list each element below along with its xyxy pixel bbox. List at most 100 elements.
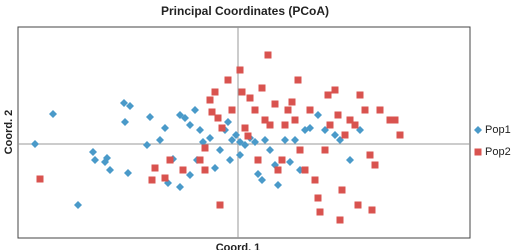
point (226, 156, 234, 164)
point (331, 131, 339, 139)
point (341, 131, 349, 139)
point (214, 114, 222, 122)
point (251, 138, 259, 146)
point (124, 169, 132, 177)
point (224, 76, 232, 84)
point (288, 98, 296, 106)
point (186, 121, 194, 129)
x-axis-label: Coord. 1 (216, 242, 261, 250)
point (196, 156, 204, 164)
point (186, 171, 194, 179)
point (338, 186, 346, 194)
chart-title: Principal Coordinates (PCoA) (161, 4, 329, 18)
point (281, 136, 289, 144)
point (211, 88, 219, 96)
point (241, 124, 249, 132)
plot-frame (17, 26, 471, 239)
point (143, 141, 151, 149)
point (301, 166, 309, 174)
point (261, 136, 269, 144)
point (106, 166, 114, 174)
point (196, 126, 204, 134)
point (346, 156, 354, 164)
point (278, 156, 286, 164)
point (161, 124, 169, 132)
point (146, 113, 154, 121)
point (366, 151, 374, 159)
point (324, 91, 332, 99)
point (321, 146, 329, 154)
point (368, 206, 376, 214)
point (356, 91, 364, 99)
point (224, 118, 232, 126)
point (232, 131, 240, 139)
point (126, 102, 134, 110)
point (286, 158, 294, 166)
point (181, 114, 189, 122)
point (258, 84, 266, 92)
point (376, 106, 384, 114)
legend-label: Pop2 (485, 146, 511, 158)
point (371, 161, 379, 169)
point (121, 118, 129, 126)
point (316, 208, 324, 216)
point (396, 131, 404, 139)
point (254, 156, 262, 164)
point (294, 76, 302, 84)
point (228, 136, 236, 144)
point (258, 176, 266, 184)
point (49, 110, 57, 118)
point (120, 99, 128, 107)
point (241, 141, 249, 149)
point (166, 156, 174, 164)
point (74, 201, 82, 209)
point (228, 106, 236, 114)
point (176, 183, 184, 191)
point (199, 138, 207, 146)
point (244, 132, 252, 140)
point (201, 166, 209, 174)
point (148, 176, 156, 184)
point (156, 136, 164, 144)
point (91, 156, 99, 164)
point (31, 140, 39, 148)
point (351, 121, 359, 129)
legend-marker (474, 148, 482, 156)
point (331, 86, 339, 94)
point (266, 146, 274, 154)
point (201, 144, 209, 152)
point (216, 201, 224, 209)
point (326, 121, 334, 129)
point (281, 121, 289, 129)
point (274, 181, 282, 189)
point (36, 175, 44, 183)
point (291, 136, 299, 144)
point (216, 146, 224, 154)
point (386, 116, 394, 124)
point (264, 51, 272, 59)
point (89, 148, 97, 156)
point (179, 166, 187, 174)
point (296, 146, 304, 154)
point (238, 88, 246, 96)
point (271, 100, 279, 108)
point (236, 66, 244, 74)
point (311, 176, 319, 184)
point (261, 116, 269, 124)
point (306, 124, 314, 132)
point (266, 121, 274, 129)
point (336, 216, 344, 224)
point (161, 174, 169, 182)
point (206, 96, 214, 104)
point (251, 106, 259, 114)
point (314, 194, 322, 202)
point (103, 154, 111, 162)
point (391, 116, 399, 124)
point (218, 124, 226, 132)
point (334, 111, 342, 119)
point (151, 164, 159, 172)
point (306, 106, 314, 114)
y-axis-label: Coord. 2 (3, 110, 15, 155)
